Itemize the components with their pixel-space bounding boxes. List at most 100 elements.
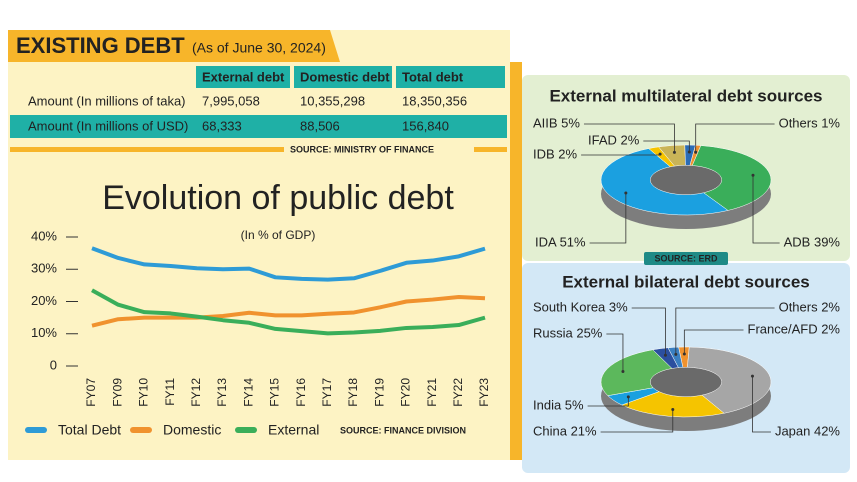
leader-dot: [672, 150, 676, 154]
x-tick-label: FY17: [320, 378, 334, 407]
header-title: EXISTING DEBT: [16, 33, 185, 58]
x-tick-label: FY10: [137, 378, 151, 407]
slice-label: Japan 42%: [775, 423, 840, 438]
slice-label: China 21%: [533, 423, 597, 438]
table-header-cell: [396, 66, 505, 88]
header-subtitle: (As of June 30, 2024): [192, 40, 326, 56]
table-header-cell: [196, 66, 290, 88]
leader-line: [675, 307, 775, 355]
pie-hole-depth: [650, 367, 722, 397]
leader-line: [589, 193, 627, 244]
pie-slice: [691, 145, 772, 211]
table-cell: 156,840: [402, 118, 449, 133]
y-tick-label: 10%: [31, 325, 57, 340]
source-badge: [644, 252, 728, 265]
legend-label: Total Debt: [58, 422, 121, 438]
leader-line: [695, 123, 775, 153]
slice-label: Russia 25%: [533, 325, 603, 340]
line-series: [91, 294, 486, 328]
x-tick-label: FY18: [346, 378, 360, 407]
y-tick-label: 0: [50, 357, 57, 372]
slice-label: France/AFD 2%: [748, 321, 841, 336]
leader-dot: [687, 150, 691, 154]
table-header: External debt: [202, 69, 285, 84]
x-tick-label: FY07: [84, 378, 98, 407]
slice-label: IDB 2%: [533, 146, 578, 161]
y-tick-label: 20%: [31, 293, 57, 308]
legend-label: Domestic: [163, 422, 221, 438]
leader-dot: [674, 352, 678, 356]
pie-title: External multilateral debt sources: [549, 86, 822, 105]
table-header: Domestic debt: [300, 69, 390, 84]
pie-source: SOURCE: ERD: [654, 253, 718, 263]
table-cell: 7,995,058: [202, 93, 260, 108]
slice-label: India 5%: [533, 397, 584, 412]
y-tick-label: 30%: [31, 261, 57, 276]
legend-label: External: [268, 422, 319, 438]
line-series: [91, 288, 486, 336]
x-tick-label: FY22: [451, 378, 465, 407]
pie-slice: [600, 349, 673, 396]
x-tick-label: FY23: [477, 378, 491, 407]
x-tick-label: FY11: [163, 378, 177, 406]
pie-slice: [600, 148, 729, 216]
chart-source: SOURCE: FINANCE DIVISION: [340, 425, 466, 435]
leader-dot: [750, 374, 754, 378]
leader-line: [683, 329, 744, 355]
leader-dot: [694, 150, 698, 154]
leader-line: [587, 396, 629, 407]
leader-dot: [751, 173, 755, 177]
pie-hole-depth: [650, 165, 722, 195]
slice-label: Others 1%: [779, 115, 841, 130]
x-tick-label: FY13: [215, 378, 229, 407]
leader-line: [583, 123, 675, 153]
leader-dot: [626, 395, 630, 399]
leader-dot: [671, 407, 675, 411]
chart-subtitle: (In % of GDP): [241, 228, 316, 242]
x-tick-label: FY14: [241, 378, 255, 407]
row-label: Amount (In millions of USD): [28, 118, 188, 133]
leader-dot: [621, 370, 625, 374]
leader-dot: [663, 353, 667, 357]
slice-label: IFAD 2%: [588, 132, 640, 147]
x-tick-label: FY16: [294, 378, 308, 407]
slice-label: Others 2%: [779, 299, 841, 314]
x-tick-label: FY20: [399, 378, 413, 407]
leader-line: [631, 307, 666, 356]
leader-line: [606, 333, 624, 372]
slice-label: IDA 51%: [535, 234, 586, 249]
chart-title: Evolution of public debt: [102, 179, 454, 217]
table-cell: 68,333: [202, 118, 242, 133]
leader-line: [643, 140, 690, 153]
table-cell: 10,355,298: [300, 93, 365, 108]
pie-title: External bilateral debt sources: [562, 272, 810, 291]
pie-slice: [667, 346, 684, 368]
x-tick-label: FY15: [268, 378, 282, 407]
x-tick-label: FY09: [110, 378, 124, 407]
leader-line: [752, 376, 771, 433]
header-banner: [8, 30, 340, 62]
source-bar: [10, 147, 507, 152]
leader-dot: [682, 352, 686, 356]
leader-line: [752, 175, 780, 244]
pie-slice: [687, 346, 772, 414]
slice-label: AIIB 5%: [533, 115, 580, 130]
divider: [510, 62, 522, 460]
table-row: [10, 115, 507, 138]
x-tick-label: FY19: [372, 378, 386, 407]
x-tick-label: FY12: [189, 378, 203, 407]
table-header: Total debt: [402, 69, 464, 84]
x-tick-label: FY21: [425, 378, 439, 407]
source-bg: [284, 142, 474, 156]
row-label: Amount (In millions of taka): [28, 93, 186, 108]
leader-line: [600, 409, 674, 433]
leader-dot: [658, 152, 662, 156]
y-tick-label: 40%: [31, 228, 57, 243]
table-row: [10, 90, 507, 113]
table-header-cell: [294, 66, 392, 88]
slice-label: South Korea 3%: [533, 299, 628, 314]
table-source: SOURCE: MINISTRY OF FINANCE: [290, 144, 434, 154]
table-cell: 18,350,356: [402, 93, 467, 108]
line-series: [91, 246, 486, 282]
